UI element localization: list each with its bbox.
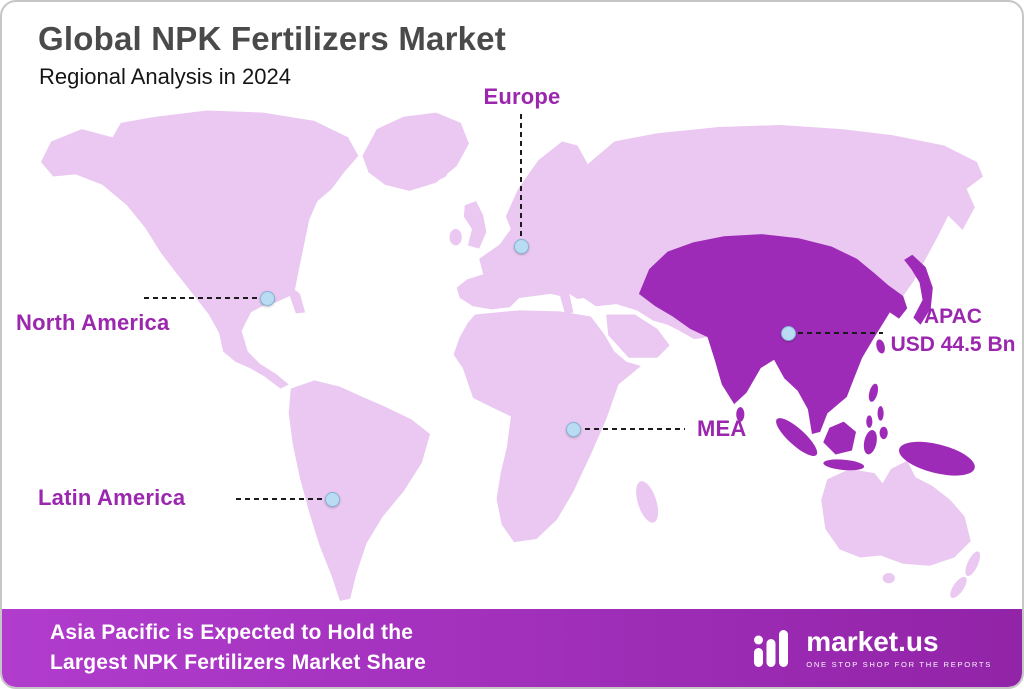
island-borneo (823, 421, 857, 455)
continent-south-america (288, 380, 431, 601)
marker-north-america (260, 291, 275, 306)
region-arabia (606, 314, 670, 358)
brand-logo-icon (754, 630, 789, 667)
leader-line-latin-america (236, 498, 323, 500)
brand-text: market.us ONE STOP SHOP FOR THE REPORTS (806, 625, 992, 669)
island-sumatra (776, 418, 818, 456)
marker-mea (566, 422, 581, 437)
continent-australia (821, 460, 971, 566)
brand-name: market.us (806, 625, 939, 657)
continent-africa (453, 310, 641, 543)
region-label-mea: MEA (697, 416, 747, 441)
footer-caption-line1: Asia Pacific is Expected to Hold the (50, 621, 414, 645)
region-callout-apac: APAC USD 44.5 Bn (880, 305, 1022, 357)
footer-caption: Asia Pacific is Expected to Hold the Lar… (50, 618, 426, 678)
island-tasmania (882, 573, 895, 584)
island-uk (463, 201, 487, 249)
marker-apac (781, 326, 796, 341)
region-label-north-america: North America (16, 310, 170, 335)
brand-logo: market.us ONE STOP SHOP FOR THE REPORTS (749, 627, 992, 669)
marker-europe (514, 239, 529, 254)
island-java (823, 459, 865, 471)
marker-latin-america (325, 492, 340, 507)
island-new-zealand-south (950, 576, 967, 598)
page-subtitle: Regional Analysis in 2024 (39, 64, 291, 89)
island-philippines-3 (866, 415, 873, 428)
leader-line-north-america (144, 297, 261, 299)
island-ireland (449, 228, 462, 246)
brand-tagline: ONE STOP SHOP FOR THE REPORTS (806, 659, 992, 669)
continent-north-america (40, 110, 359, 389)
region-label-latin-america: Latin America (38, 485, 186, 510)
island-japan (904, 254, 933, 325)
island-madagascar (636, 481, 659, 523)
island-philippines-2 (877, 406, 884, 421)
leader-line-apac (798, 332, 883, 334)
leader-line-europe (520, 114, 522, 242)
page-title: Global NPK Fertilizers Market (38, 20, 506, 57)
island-new-guinea (898, 441, 975, 476)
island-taiwan (876, 339, 885, 354)
island-philippines-4 (879, 426, 888, 440)
footer-caption-line2: Largest NPK Fertilizers Market Share (50, 651, 427, 674)
island-greenland (362, 112, 469, 191)
footer-banner: Asia Pacific is Expected to Hold the Lar… (2, 609, 1022, 687)
leader-line-mea (585, 428, 685, 430)
region-label-europe: Europe (483, 84, 561, 109)
island-sulawesi (863, 430, 877, 455)
world-map (40, 110, 983, 601)
island-sri-lanka (736, 407, 745, 422)
region-apac-highlight (638, 234, 908, 434)
island-iceland (424, 165, 448, 180)
region-value-apac: USD 44.5 Bn (890, 333, 1016, 356)
region-label-apac: APAC (924, 305, 982, 328)
island-new-zealand-north (965, 551, 981, 577)
island-philippines-1 (868, 383, 879, 402)
